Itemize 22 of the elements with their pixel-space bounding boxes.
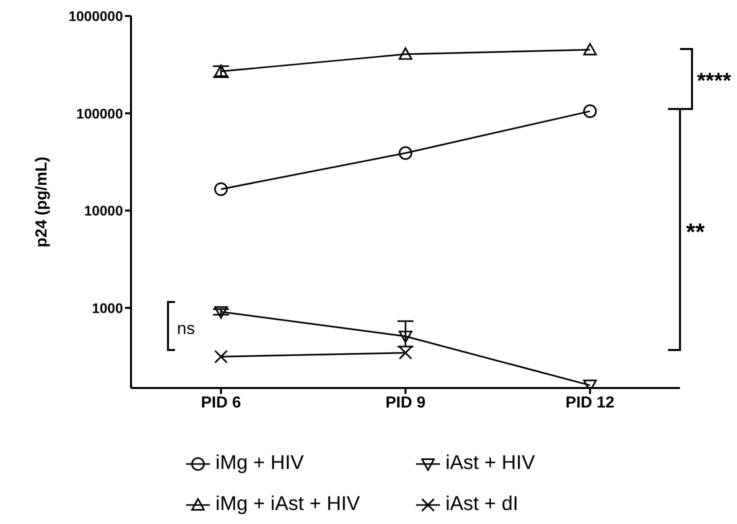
y-tick-label: 10000: [84, 202, 124, 219]
annotation: ns: [177, 319, 195, 338]
text: **: [686, 219, 706, 246]
point: [398, 330, 412, 344]
y-tick-label: 1000000: [68, 8, 124, 24]
x-tick-label: PID 6: [200, 394, 242, 412]
x-tick-label: PID 12: [566, 394, 615, 412]
point: [214, 182, 228, 196]
text: ****: [697, 68, 732, 93]
point: [214, 306, 228, 319]
legend-label: iMg + iAst + HIV: [216, 493, 360, 516]
point: [398, 146, 412, 160]
y-tick-label: 100000: [76, 105, 124, 122]
y-axis-title: p24 (pg/mL): [34, 156, 51, 248]
legend-label: iAst + dI: [446, 493, 518, 516]
legend-label: iMg + HIV: [216, 452, 304, 475]
point: [583, 42, 597, 56]
x-tick-label: PID 9: [385, 394, 426, 412]
legend-label: iAst + HIV: [446, 452, 535, 475]
y-tick-label: 1000: [92, 300, 124, 316]
point: [583, 104, 597, 118]
point: [398, 47, 412, 60]
